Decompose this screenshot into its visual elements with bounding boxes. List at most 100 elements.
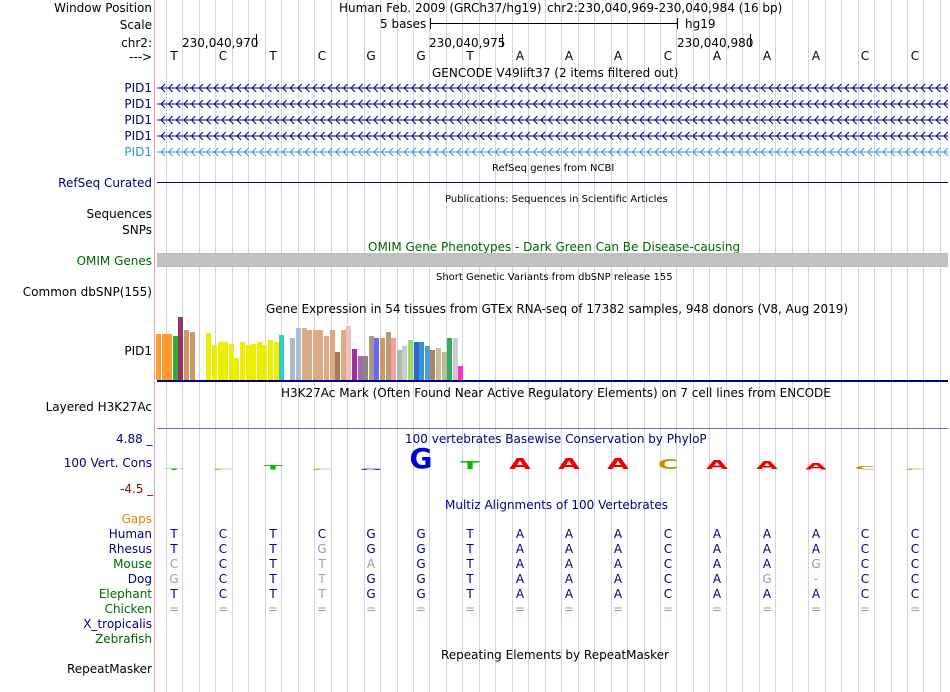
gtex-tissue-bar[interactable] bbox=[369, 336, 374, 380]
gencode-transcript-arrow[interactable] bbox=[157, 147, 948, 157]
grid-line bbox=[397, 0, 398, 692]
gtex-tissue-bar[interactable] bbox=[162, 334, 167, 380]
gtex-tissue-bar[interactable] bbox=[386, 332, 391, 380]
gtex-tissue-bar[interactable] bbox=[335, 352, 340, 380]
species-label[interactable]: Human bbox=[108, 527, 152, 541]
gtex-tissue-bar[interactable] bbox=[430, 350, 435, 380]
gtex-tissue-bar[interactable] bbox=[318, 330, 323, 380]
alignment-base: A bbox=[712, 527, 722, 541]
gtex-tissue-bar[interactable] bbox=[419, 342, 424, 380]
gtex-tissue-bar[interactable] bbox=[206, 333, 211, 380]
gtex-tissue-bar[interactable] bbox=[307, 330, 312, 380]
sequence-base: G bbox=[366, 49, 376, 63]
gtex-tissue-bar[interactable] bbox=[212, 345, 217, 380]
grid-line bbox=[841, 0, 842, 692]
gtex-tissue-bar[interactable] bbox=[402, 346, 407, 380]
gtex-tissue-bar[interactable] bbox=[341, 330, 346, 380]
gtex-tissue-bar[interactable] bbox=[380, 338, 385, 380]
gencode-transcript-label[interactable]: PID1 bbox=[124, 97, 152, 111]
gtex-tissue-bar[interactable] bbox=[262, 345, 267, 380]
gtex-tissue-bar[interactable] bbox=[330, 330, 335, 380]
gtex-tissue-bar[interactable] bbox=[414, 342, 419, 380]
gaps-label[interactable]: Gaps bbox=[121, 512, 152, 526]
gtex-tissue-bar[interactable] bbox=[453, 338, 458, 380]
gtex-tissue-bar[interactable] bbox=[218, 342, 223, 380]
gencode-transcript-arrow[interactable] bbox=[157, 83, 948, 93]
gtex-tissue-bar[interactable] bbox=[184, 330, 189, 380]
gencode-transcript-label[interactable]: PID1 bbox=[124, 145, 152, 159]
gtex-tissue-bar[interactable] bbox=[223, 342, 228, 380]
gtex-tissue-bar[interactable] bbox=[442, 352, 447, 380]
gtex-label[interactable]: PID1 bbox=[124, 344, 152, 358]
gtex-tissue-bar[interactable] bbox=[257, 342, 262, 380]
gtex-tissue-bar[interactable] bbox=[397, 350, 402, 380]
gtex-tissue-bar[interactable] bbox=[313, 330, 318, 380]
gencode-transcript-arrow[interactable] bbox=[157, 115, 948, 125]
gtex-tissue-bar[interactable] bbox=[425, 346, 430, 380]
species-label[interactable]: Rhesus bbox=[108, 542, 152, 556]
dbsnp-label[interactable]: Common dbSNP(155) bbox=[22, 285, 152, 299]
gtex-tissue-bar[interactable] bbox=[178, 317, 183, 380]
species-label[interactable]: Mouse bbox=[113, 557, 152, 571]
gencode-transcript-label[interactable]: PID1 bbox=[124, 129, 152, 143]
h3k27ac-label[interactable]: Layered H3K27Ac bbox=[45, 400, 152, 414]
species-label[interactable]: Zebrafish bbox=[95, 632, 152, 646]
alignment-base: A bbox=[811, 587, 821, 601]
gtex-tissue-bar[interactable] bbox=[246, 345, 251, 380]
gencode-transcript-arrow[interactable] bbox=[157, 131, 948, 141]
species-label[interactable]: X_tropicalis bbox=[83, 617, 152, 631]
gtex-tissue-bar[interactable] bbox=[167, 334, 172, 380]
gtex-tissue-bar[interactable] bbox=[234, 358, 239, 380]
repeatmasker-label[interactable]: RepeatMasker bbox=[66, 662, 152, 676]
coord-3: 230,040,980 bbox=[677, 36, 754, 50]
alignment-base: A bbox=[712, 557, 722, 571]
gencode-transcript-arrow[interactable] bbox=[157, 99, 948, 109]
alignment-base: T bbox=[466, 542, 474, 556]
gtex-tissue-bar[interactable] bbox=[436, 348, 441, 380]
refseq-label[interactable]: RefSeq Curated bbox=[58, 176, 152, 190]
gtex-tissue-bar[interactable] bbox=[391, 338, 396, 380]
gtex-tissue-bar[interactable] bbox=[268, 340, 273, 380]
alignment-base: = bbox=[761, 602, 773, 616]
gtex-tissue-bar[interactable] bbox=[296, 328, 301, 380]
gtex-tissue-bar[interactable] bbox=[408, 340, 413, 380]
gtex-tissue-bar[interactable] bbox=[229, 344, 234, 380]
multiz-title: Multiz Alignments of 100 Vertebrates bbox=[445, 498, 669, 512]
gencode-transcript-label[interactable]: PID1 bbox=[124, 81, 152, 95]
conservation-label[interactable]: 100 Vert. Cons bbox=[63, 456, 152, 470]
gtex-tissue-bar[interactable] bbox=[156, 334, 161, 380]
species-label[interactable]: Chicken bbox=[104, 602, 152, 616]
gtex-tissue-bar[interactable] bbox=[374, 338, 379, 380]
gtex-tissue-bar[interactable] bbox=[190, 332, 195, 380]
gtex-tissue-bar[interactable] bbox=[458, 366, 463, 380]
gtex-tissue-bar[interactable] bbox=[240, 342, 245, 380]
gencode-transcript-label[interactable]: PID1 bbox=[124, 113, 152, 127]
alignment-base: = bbox=[563, 602, 575, 616]
grid-line bbox=[578, 0, 579, 692]
publications-sequences-label[interactable]: Sequences bbox=[86, 207, 152, 221]
gtex-tissue-bar[interactable] bbox=[274, 342, 279, 380]
gtex-tissue-bar[interactable] bbox=[290, 338, 295, 380]
gtex-tissue-bar[interactable] bbox=[363, 356, 368, 380]
sequence-base: C bbox=[317, 49, 327, 63]
gtex-tissue-bar[interactable] bbox=[302, 328, 307, 380]
grid-line bbox=[479, 0, 480, 692]
species-label[interactable]: Elephant bbox=[98, 587, 152, 601]
omim-gene-bar[interactable] bbox=[157, 253, 948, 267]
alignment-base: A bbox=[613, 572, 623, 586]
gtex-tissue-bar[interactable] bbox=[324, 336, 329, 380]
species-label[interactable]: Dog bbox=[127, 572, 152, 586]
gtex-tissue-bar[interactable] bbox=[251, 344, 256, 380]
gtex-tissue-bar[interactable] bbox=[346, 326, 351, 380]
gtex-tissue-bar[interactable] bbox=[173, 336, 178, 380]
publications-snps-label[interactable]: SNPs bbox=[122, 223, 152, 237]
omim-label[interactable]: OMIM Genes bbox=[76, 254, 152, 268]
gtex-tissue-bar[interactable] bbox=[447, 338, 452, 380]
refseq-line[interactable] bbox=[157, 182, 948, 183]
dbsnp-title: Short Genetic Variants from dbSNP releas… bbox=[436, 272, 673, 283]
gtex-tissue-bar[interactable] bbox=[352, 349, 357, 380]
gtex-tissue-bar[interactable] bbox=[358, 356, 363, 380]
gtex-tissue-bar[interactable] bbox=[279, 335, 284, 380]
alignment-base: T bbox=[170, 542, 178, 556]
